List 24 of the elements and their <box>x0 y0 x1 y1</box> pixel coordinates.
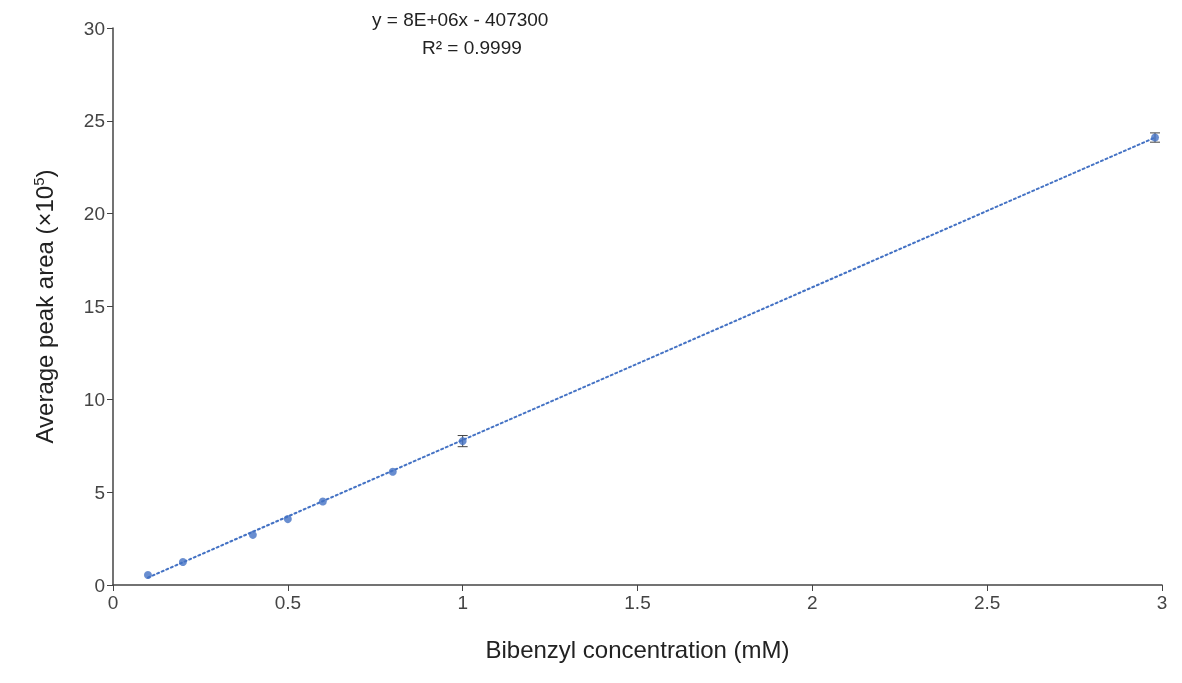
y-tick-label: 30 <box>83 17 105 39</box>
x-tick-label: 3 <box>1156 592 1168 613</box>
x-tick-label: 1.5 <box>624 592 651 613</box>
x-tick-label: 0.5 <box>274 592 302 613</box>
x-tick-label: 0 <box>107 592 119 613</box>
y-tick-label: 5 <box>94 481 105 503</box>
point <box>318 497 327 506</box>
x-tick-label: 2 <box>807 592 818 613</box>
y-tick-label: 15 <box>83 296 105 317</box>
annotation: R² = 0.9999 <box>421 37 522 58</box>
x-tick-label: 2.5 <box>973 592 1001 613</box>
point <box>283 515 292 524</box>
x-tick-label: 1 <box>457 592 468 613</box>
y-axis-title: Average peak area (×105) <box>30 169 58 444</box>
y-tick-label: 25 <box>83 110 105 132</box>
x-axis-title: Bibenzyl concentration (mM) <box>485 635 790 663</box>
y-tick-label: 10 <box>83 388 105 410</box>
point <box>143 570 152 579</box>
point <box>388 467 397 476</box>
y-tick-label: 20 <box>83 203 105 225</box>
point <box>178 557 187 566</box>
y-tick-label: 0 <box>94 574 105 596</box>
annotation: y = 8E+06x - 407300 <box>371 9 549 30</box>
point <box>248 530 257 539</box>
